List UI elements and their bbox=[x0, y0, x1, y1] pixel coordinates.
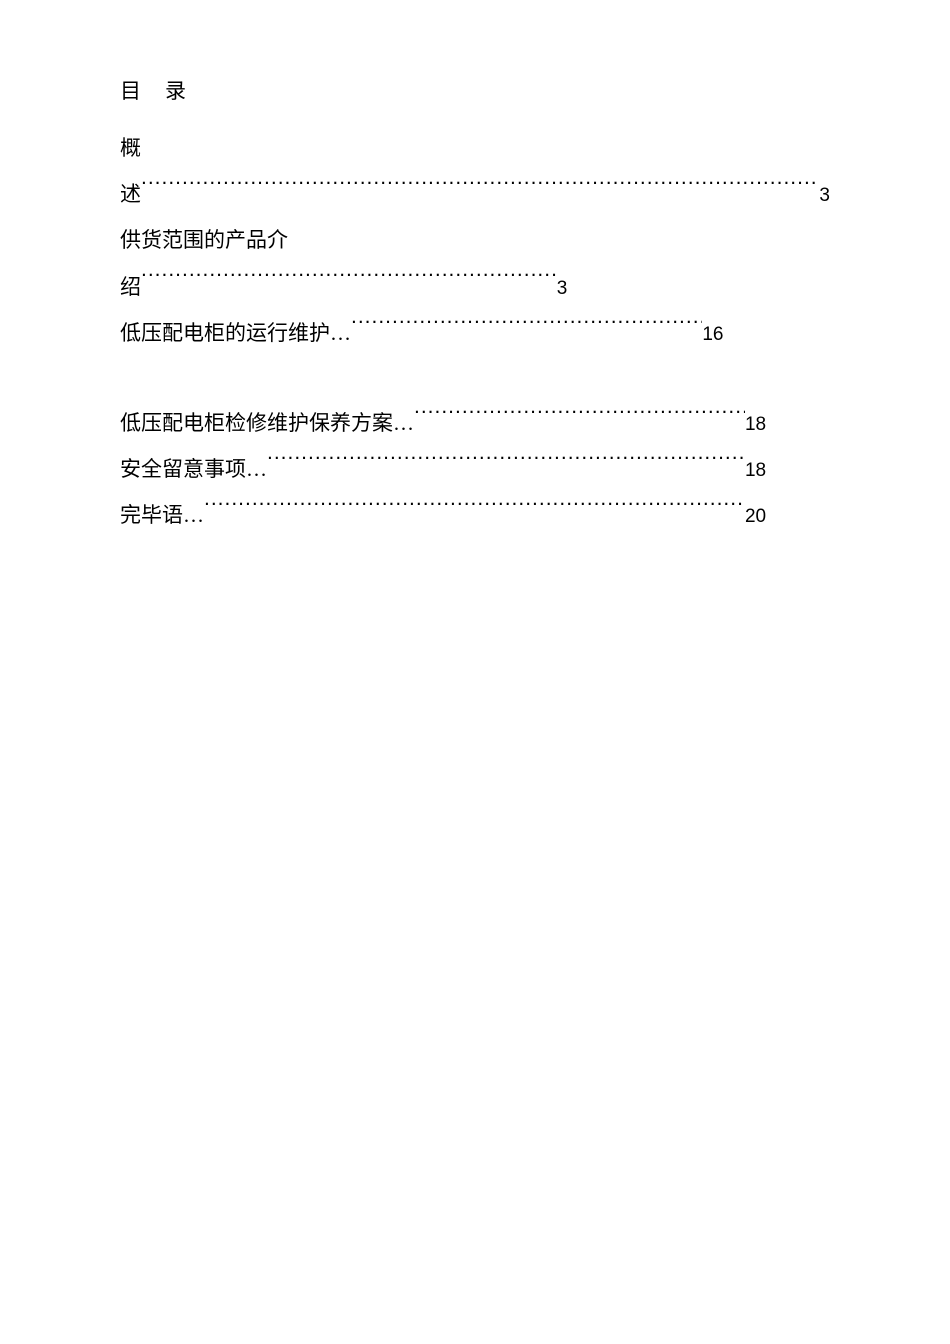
toc-line: 完毕语… 20 bbox=[120, 492, 766, 538]
toc-line: 述 3 bbox=[120, 171, 830, 217]
toc-line: 低压配电柜检修维护保养方案… 18 bbox=[120, 400, 766, 446]
toc-preline: 概 bbox=[120, 125, 830, 171]
toc-dots bbox=[141, 176, 819, 201]
toc-text: 低压配电柜的运行维护… bbox=[120, 310, 351, 356]
toc-text: 述 bbox=[120, 171, 141, 217]
toc-text: 绍 bbox=[120, 264, 141, 310]
toc-text: 完毕语… bbox=[120, 492, 204, 538]
toc-page: 20 bbox=[745, 496, 766, 538]
toc-dots bbox=[351, 315, 702, 340]
toc-entry-1: 概 述 3 bbox=[120, 125, 830, 217]
toc-dots bbox=[414, 405, 745, 430]
toc-line: 低压配电柜的运行维护… 16 bbox=[120, 310, 724, 356]
toc-entry-6: 完毕语… 20 bbox=[120, 492, 830, 538]
toc-page: 3 bbox=[557, 268, 568, 310]
toc-heading: 目录 bbox=[120, 75, 830, 105]
toc-entry-4: 低压配电柜检修维护保养方案… 18 bbox=[120, 400, 830, 446]
toc-preline: 供货范围的产品介 bbox=[120, 217, 830, 263]
toc-text: 安全留意事项… bbox=[120, 446, 267, 492]
toc-page: 18 bbox=[745, 450, 766, 492]
toc-text: 低压配电柜检修维护保养方案… bbox=[120, 400, 414, 446]
toc-page: 18 bbox=[745, 404, 766, 446]
toc-entry-2: 供货范围的产品介 绍 3 bbox=[120, 217, 830, 309]
toc-entry-3: 低压配电柜的运行维护… 16 bbox=[120, 310, 830, 356]
toc-entry-5: 安全留意事项… 18 bbox=[120, 446, 830, 492]
toc-line: 绍 3 bbox=[120, 264, 567, 310]
toc-line: 安全留意事项… 18 bbox=[120, 446, 766, 492]
toc-page: 16 bbox=[702, 314, 723, 356]
toc-group-2: 低压配电柜检修维护保养方案… 18 安全留意事项… 18 完毕语… 20 bbox=[120, 400, 830, 539]
toc-dots bbox=[141, 268, 557, 293]
toc-dots bbox=[204, 497, 745, 522]
toc-dots bbox=[267, 451, 745, 476]
toc-page: 3 bbox=[819, 175, 830, 217]
